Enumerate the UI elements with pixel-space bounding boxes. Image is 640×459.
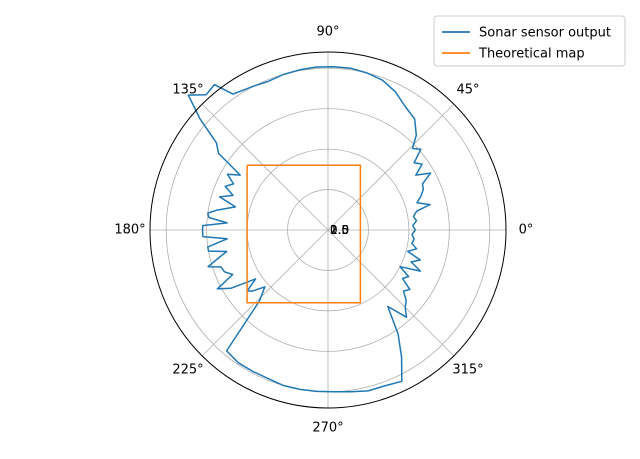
angle-tick-label-4: 180° [114,223,145,238]
radial-tick-label-1: 1.0 [330,223,349,237]
axis-frame [149,51,507,409]
angular-gridline-5 [201,229,329,357]
angle-tick-label-5: 225° [172,363,203,378]
angle-tick-label-1: 45° [456,83,479,98]
series-line-1 [246,164,362,304]
radial-tick-label-3: 2.0 [330,223,349,237]
radial-tick-label-0: 0.5 [330,223,349,237]
legend: Sonar sensor output Theoretical map [433,15,626,67]
legend-label-0: Sonar sensor output [479,26,611,41]
polar-frame [149,51,507,409]
legend-box [433,15,626,67]
legend-label-1: Theoretical map [478,47,585,62]
angle-tick-label-6: 270° [312,421,343,436]
grid [150,52,506,408]
angular-gridline-1 [327,103,455,231]
angular-gridline-7 [327,229,455,357]
series-line-0 [187,65,432,393]
angle-tick-label-3: 135° [172,83,203,98]
angle-tick-label-2: 90° [316,25,339,40]
angular-gridline-3 [201,103,329,231]
series-layer [187,65,432,393]
tick-labels: 0° 45° 90° 135° 180° 225° 270° 315° 0.51.01.52.0 [114,25,533,436]
angle-tick-label-7: 315° [452,363,483,378]
radial-tick-label-2: 1.5 [330,223,349,237]
angle-tick-label-0: 0° [519,223,534,238]
